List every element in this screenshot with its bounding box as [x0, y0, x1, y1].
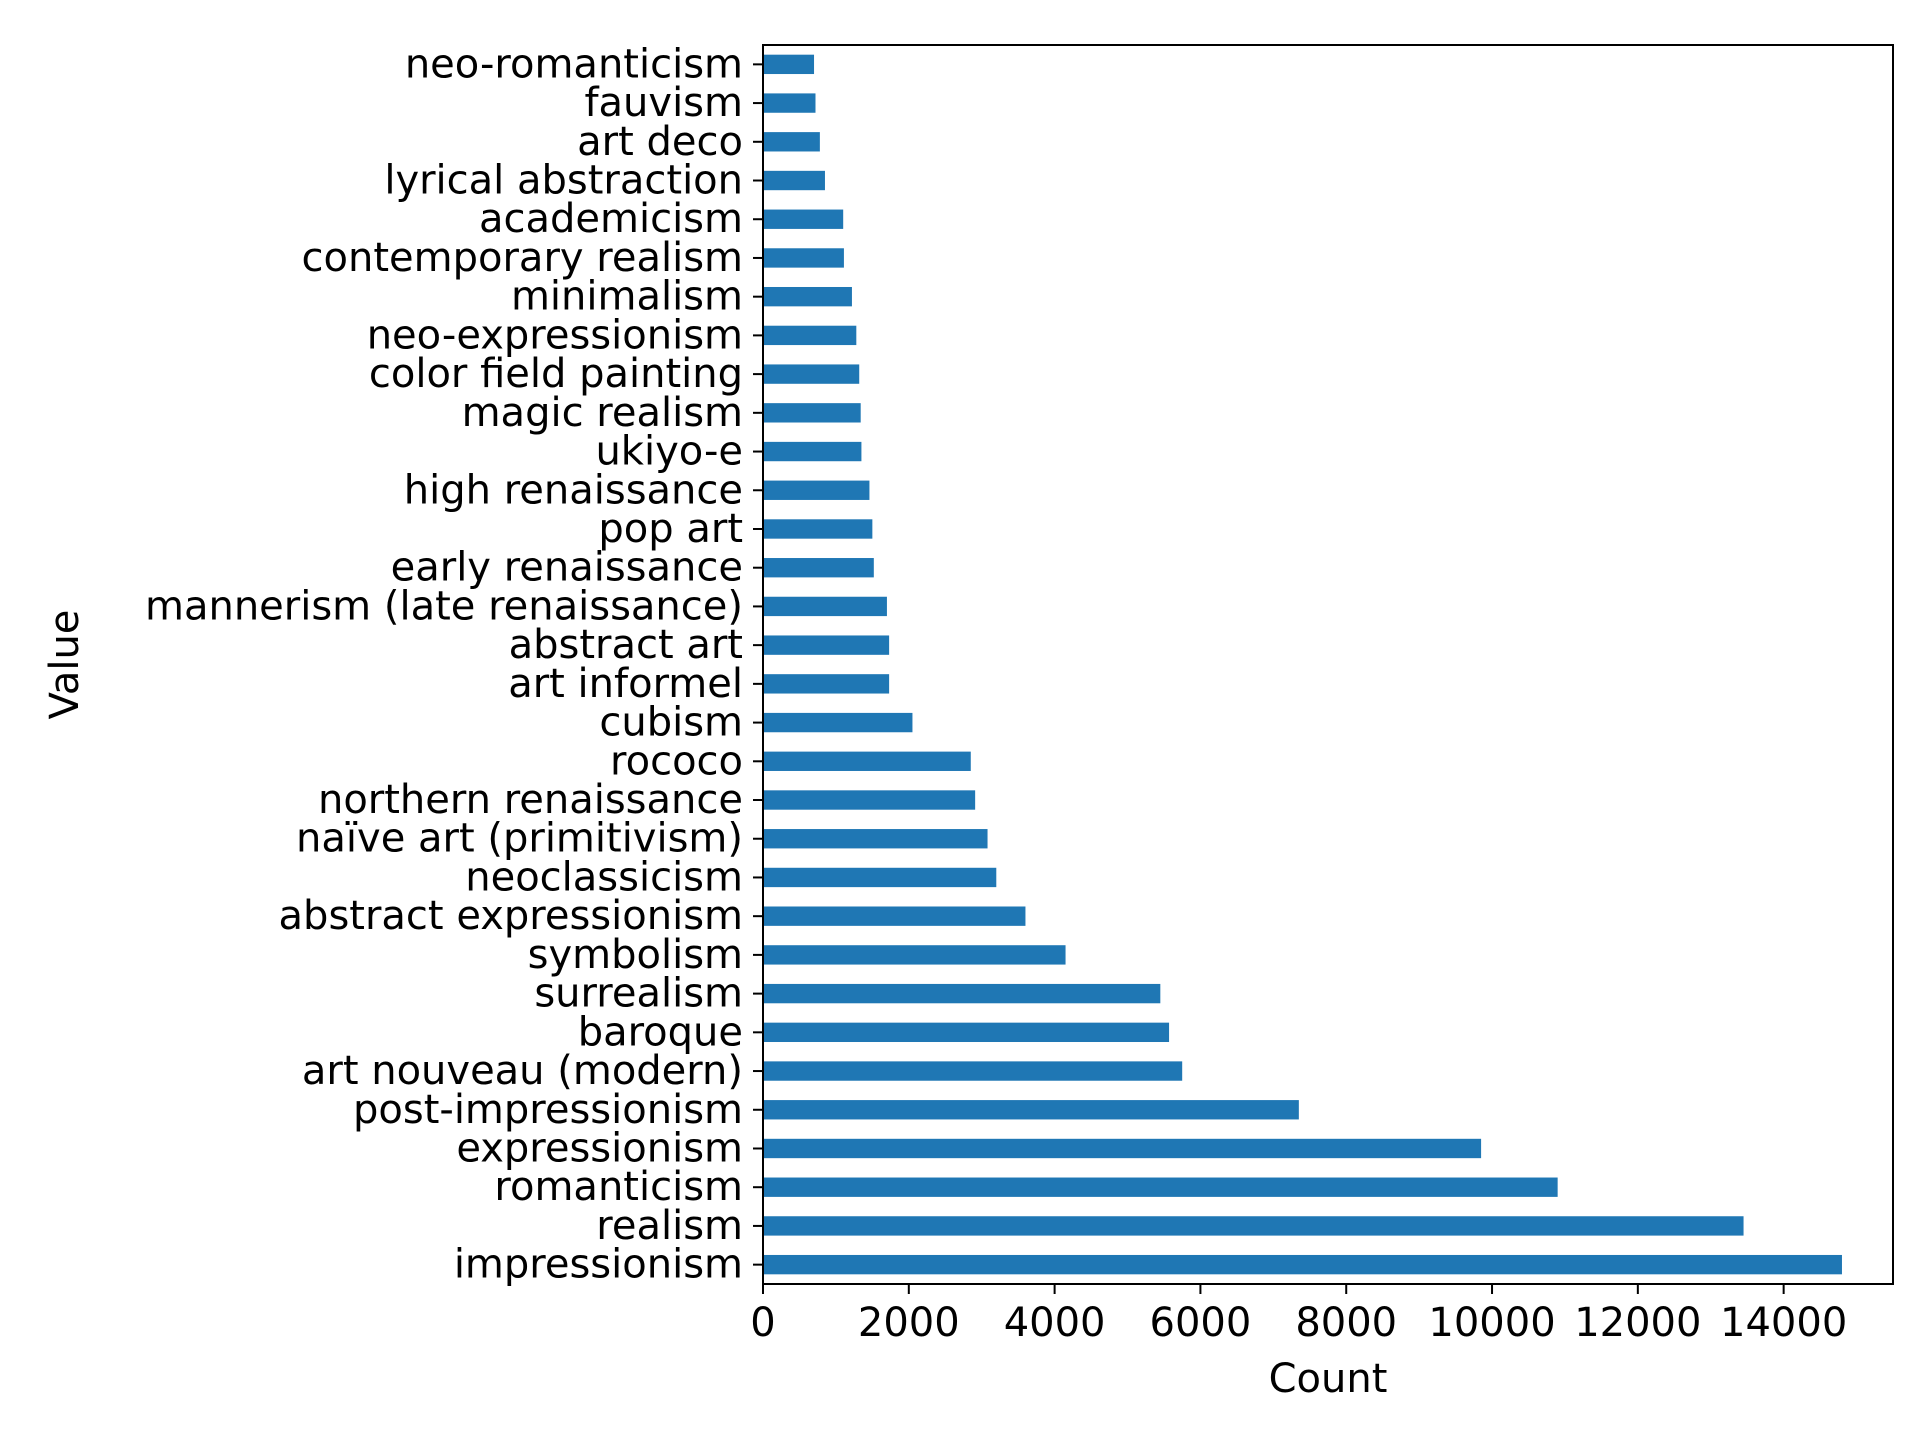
bar-na-ve-art-primitivism	[763, 829, 988, 849]
bar-minimalism	[763, 286, 852, 307]
y-tick-label: rococo	[610, 738, 743, 784]
y-tick-label: neo-expressionism	[367, 312, 743, 358]
bar-cubism	[763, 712, 913, 733]
y-tick-label: romanticism	[494, 1164, 743, 1210]
y-tick-label: pop art	[598, 506, 743, 552]
bar-art-nouveau-modern	[763, 1061, 1183, 1081]
bar-neo-romanticism	[763, 54, 815, 75]
bar-abstract-expressionism	[763, 906, 1026, 926]
x-tick-label: 8000	[1295, 1300, 1397, 1346]
y-axis-ticks: impressionismrealismromanticismexpressio…	[145, 41, 763, 1288]
bar-fauvism	[763, 93, 816, 113]
y-tick-label: expressionism	[456, 1125, 743, 1171]
bar-impressionism	[763, 1254, 1842, 1275]
y-tick-label: surrealism	[534, 971, 743, 1017]
y-tick-label: symbolism	[528, 932, 743, 978]
bar-realism	[763, 1216, 1744, 1236]
bar-color-field-painting	[763, 364, 860, 384]
bar-lyrical-abstraction	[763, 170, 825, 191]
y-tick-label: realism	[596, 1203, 743, 1249]
bar-baroque	[763, 1022, 1170, 1043]
y-tick-label: neoclassicism	[465, 854, 743, 900]
y-tick-label: early renaissance	[391, 545, 743, 591]
bar-romanticism	[763, 1177, 1558, 1197]
x-tick-label: 14000	[1720, 1300, 1847, 1346]
x-tick-label: 12000	[1574, 1300, 1701, 1346]
bar-expressionism	[763, 1138, 1482, 1159]
y-tick-label: mannerism (late renaissance)	[145, 583, 743, 629]
bar-pop-art	[763, 519, 873, 539]
x-tick-label: 4000	[1004, 1300, 1106, 1346]
x-tick-label: 6000	[1150, 1300, 1252, 1346]
y-tick-label: post-impressionism	[353, 1087, 743, 1133]
y-tick-label: art nouveau (modern)	[302, 1048, 743, 1094]
bar-abstract-art	[763, 635, 890, 655]
bar-northern-renaissance	[763, 790, 976, 810]
bar-neo-expressionism	[763, 325, 857, 346]
y-tick-label: lyrical abstraction	[384, 158, 743, 204]
bar-contemporary-realism	[763, 248, 844, 268]
y-tick-label: high renaissance	[404, 467, 743, 513]
y-tick-label: cubism	[599, 700, 743, 746]
y-tick-label: northern renaissance	[318, 777, 743, 823]
y-tick-label: fauvism	[584, 80, 743, 126]
y-tick-label: minimalism	[511, 274, 743, 320]
bar-mannerism-late-renaissance	[763, 596, 887, 617]
y-tick-label: abstract art	[509, 622, 743, 668]
bar-neoclassicism	[763, 867, 997, 888]
y-tick-label: naïve art (primitivism)	[296, 816, 743, 862]
bars	[763, 54, 1842, 1275]
x-axis-label: Count	[1269, 1356, 1388, 1402]
y-tick-label: art deco	[577, 119, 743, 165]
bar-high-renaissance	[763, 480, 870, 500]
bar-art-informel	[763, 674, 890, 694]
y-axis-label: Value	[42, 610, 88, 720]
y-tick-label: ukiyo-e	[595, 429, 743, 475]
bar-early-renaissance	[763, 558, 874, 578]
x-axis-ticks: 0 2000 4000 6000 8000 10000 12000 14000	[750, 1284, 1847, 1346]
bar-rococo	[763, 751, 971, 771]
y-tick-label: academicism	[479, 196, 743, 242]
bar-academicism	[763, 209, 844, 229]
y-tick-label: neo-romanticism	[405, 41, 743, 87]
y-tick-label: abstract expressionism	[279, 893, 743, 939]
y-tick-label: magic realism	[462, 390, 743, 436]
bar-ukiyo-e	[763, 441, 862, 462]
x-tick-label: 2000	[858, 1300, 960, 1346]
bar-surrealism	[763, 983, 1161, 1004]
y-tick-label: color field painting	[369, 351, 743, 397]
bar-magic-realism	[763, 403, 861, 423]
y-tick-label: art informel	[508, 661, 743, 707]
x-tick-label: 0	[750, 1300, 775, 1346]
x-tick-label: 10000	[1428, 1300, 1555, 1346]
y-tick-label: baroque	[578, 1009, 743, 1055]
y-tick-label: contemporary realism	[302, 235, 743, 281]
bar-symbolism	[763, 945, 1066, 965]
bar-post-impressionism	[763, 1100, 1299, 1120]
plot-frame	[762, 44, 1894, 1285]
bar-art-deco	[763, 132, 820, 152]
y-tick-label: impressionism	[454, 1242, 743, 1288]
